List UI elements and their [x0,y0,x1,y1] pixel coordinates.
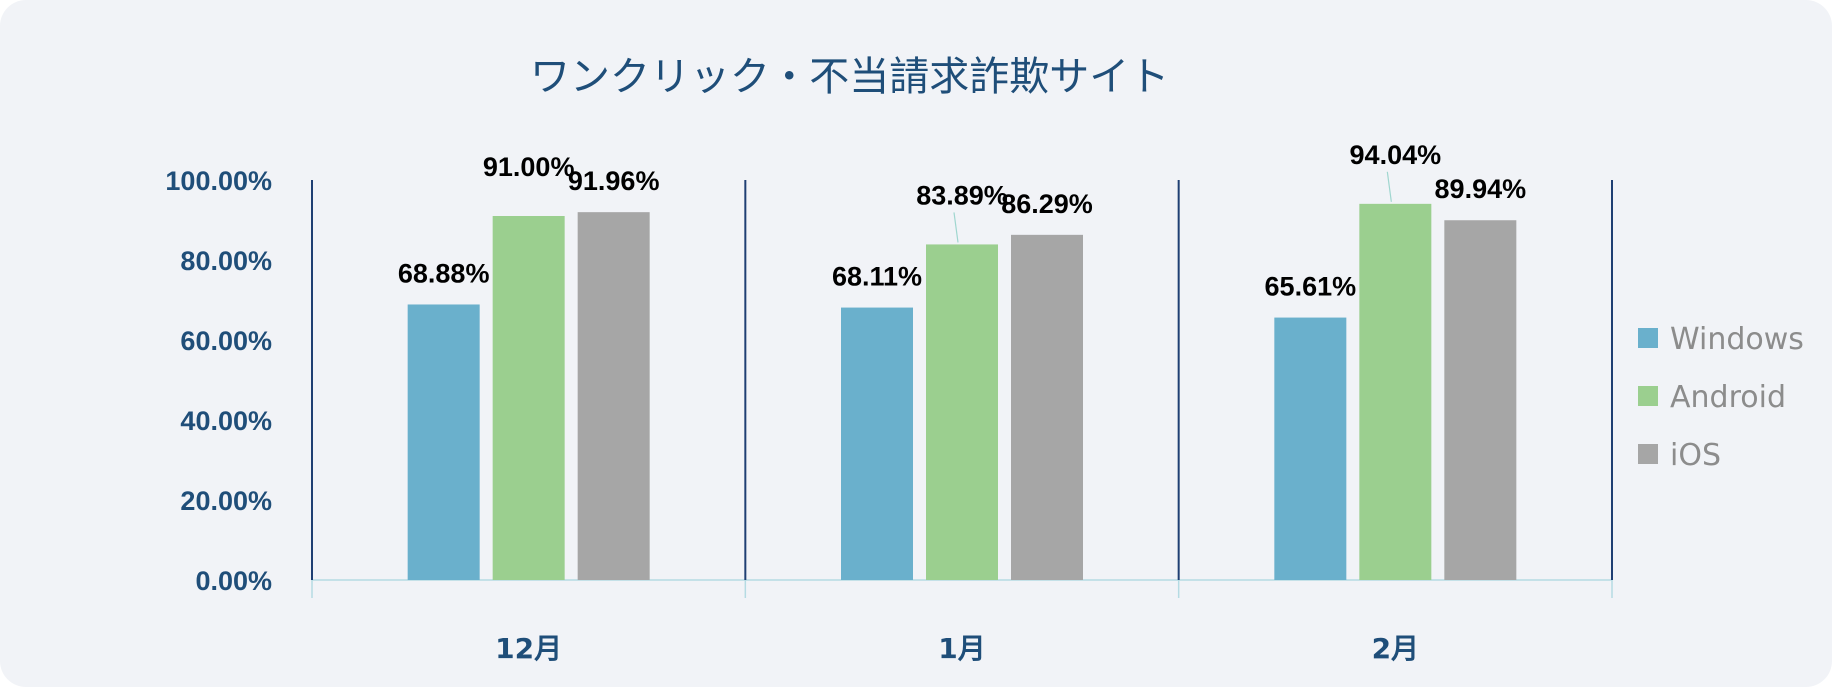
bar-android [1359,203,1432,580]
chart-data-labels: 68.88% 68.11% 65.61% 91.00% 83.89% 94.04% 91.9… [398,140,1526,302]
bar-ios [1444,220,1517,581]
y-tick-label: 100.00% [165,166,272,196]
label-leader-line [1386,171,1392,202]
data-label: 86.29% [1001,189,1093,219]
data-label: 68.11% [832,262,922,292]
y-tick-label: 0.00% [195,566,272,596]
x-tick-label: 12月 [495,632,562,665]
y-tick-label: 40.00% [180,406,272,436]
legend-label-windows: Windows [1670,322,1804,357]
chart-legend: Windows Android iOS [1638,322,1804,473]
data-label: 65.61% [1265,272,1357,302]
x-tick-label: 1月 [938,632,985,665]
y-tick-label: 80.00% [180,246,272,276]
data-label: 89.94% [1435,174,1527,204]
data-label: 83.89% [916,180,1008,210]
bar-windows [841,307,913,580]
chart-title: ワンクリック・不当請求詐欺サイト [530,54,1169,100]
legend-swatch-ios [1638,444,1658,464]
legend-swatch-windows [1638,328,1658,348]
y-tick-label: 20.00% [180,486,272,516]
bar-android [926,244,998,580]
bar-ios [1011,234,1083,580]
bar-windows [1274,317,1347,580]
legend-label-android: Android [1670,380,1786,415]
chart-bars [407,203,1517,581]
data-label: 91.00% [483,152,575,182]
data-label: 68.88% [398,258,490,288]
y-tick-label: 60.00% [180,326,272,356]
bar-windows [407,304,480,580]
legend-label-ios: iOS [1670,438,1721,473]
data-label: 94.04% [1350,140,1442,170]
bar-android [492,216,565,580]
data-label: 91.96% [568,166,660,196]
label-leader-line [953,212,959,243]
x-tick-label: 2月 [1372,632,1419,665]
chart-axes: 0.00% 20.00% 40.00% 60.00% 80.00% 100.00% 12月 1… [165,166,1613,665]
bar-ios [577,212,650,580]
legend-swatch-android [1638,386,1658,406]
